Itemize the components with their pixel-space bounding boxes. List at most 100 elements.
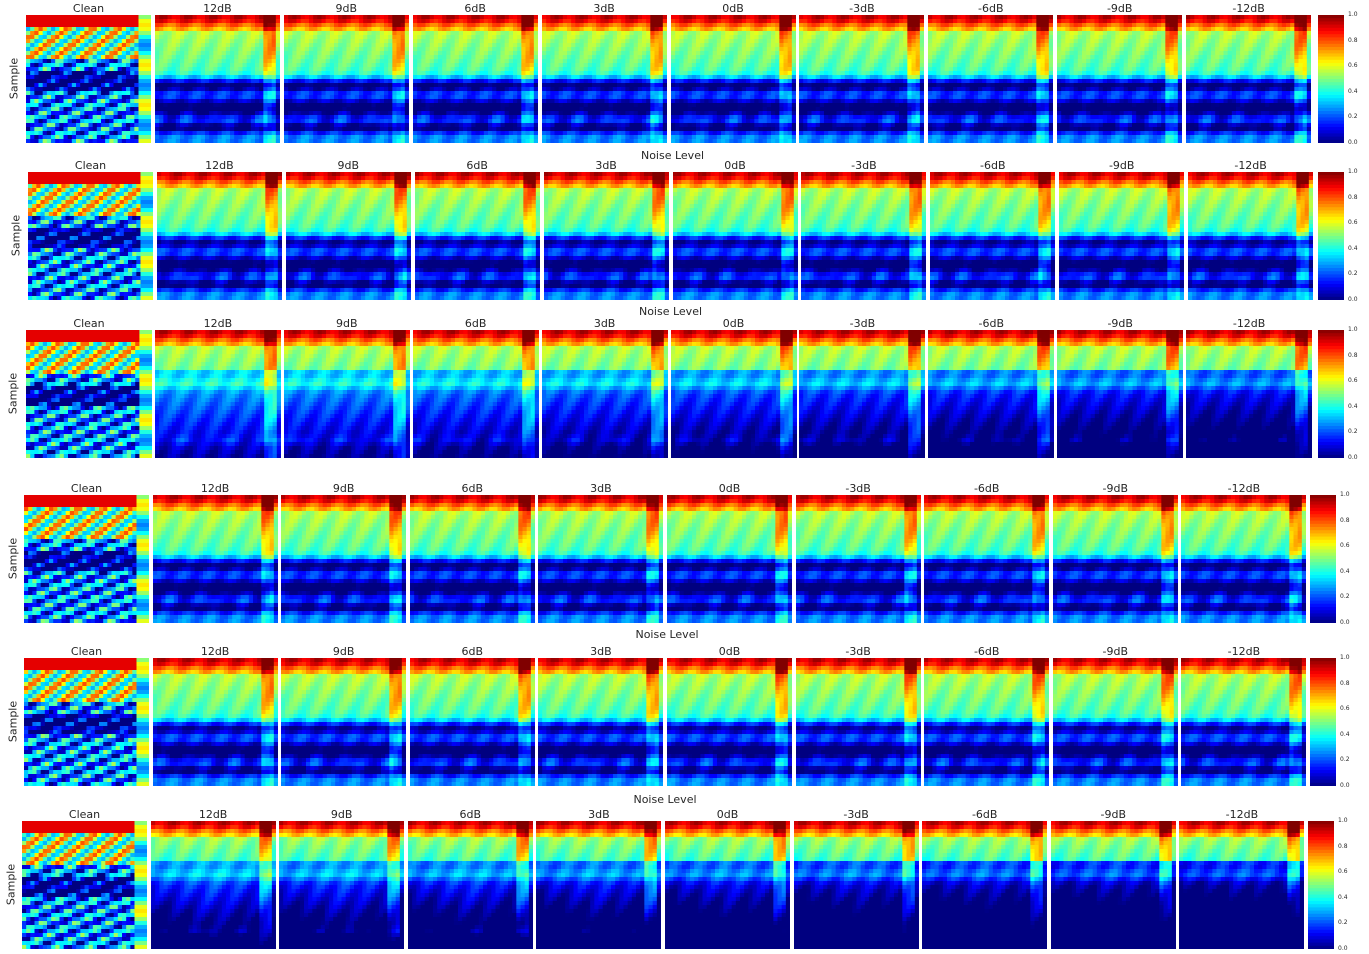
heatmap-cell: [312, 51, 318, 56]
heatmap-cell: [404, 15, 409, 20]
heatmap-cell: [383, 115, 389, 120]
heatmap-cell: [300, 55, 306, 60]
heatmap-cell: [292, 39, 297, 44]
heatmap-cell: [333, 51, 339, 56]
heatmap-cell: [346, 95, 352, 100]
heatmap-cell: [113, 99, 119, 104]
heatmap-cell: [654, 47, 659, 52]
heatmap-cell: [450, 135, 455, 140]
heatmap-cell: [479, 123, 485, 128]
heatmap-cell: [146, 67, 151, 72]
heatmap-cell: [375, 139, 381, 143]
heatmap-cell: [658, 87, 664, 92]
heatmap-cell: [562, 115, 568, 120]
heatmap-cell: [608, 111, 614, 116]
heatmap-cell: [558, 71, 564, 76]
heatmap-cell: [562, 71, 568, 76]
heatmap-cell: [184, 99, 189, 104]
heatmap-cell: [649, 123, 655, 128]
heatmap-cell: [154, 107, 160, 112]
heatmap-cell: [184, 51, 189, 56]
heatmap-cell: [421, 127, 426, 132]
heatmap-cell: [566, 83, 572, 88]
heatmap-cell: [471, 139, 476, 143]
heatmap-cell: [612, 27, 618, 32]
heatmap-cell: [138, 83, 144, 88]
heatmap-cell: [275, 43, 280, 48]
heatmap-cell: [163, 83, 168, 88]
heatmap-cell: [204, 123, 210, 128]
heatmap-cell: [238, 43, 243, 48]
heatmap-cell: [42, 39, 48, 44]
heatmap-cell: [504, 47, 510, 52]
heatmap-cell: [105, 103, 110, 108]
heatmap-cell: [371, 23, 377, 28]
heatmap-cell: [267, 43, 273, 48]
heatmap-cell: [200, 39, 206, 44]
heatmap-cell: [333, 79, 339, 84]
heatmap-cell: [358, 103, 364, 108]
heatmap-cell: [30, 111, 35, 116]
heatmap-cell: [458, 67, 464, 72]
heatmap-cell: [708, 27, 713, 32]
heatmap-cell: [512, 71, 518, 76]
heatmap-cell: [179, 119, 185, 124]
heatmap-cell: [275, 95, 280, 100]
heatmap-cell: [38, 51, 44, 56]
heatmap-cell: [521, 71, 526, 76]
heatmap-cell: [558, 35, 564, 40]
heatmap-cell: [217, 27, 223, 32]
heatmap-cell: [163, 79, 168, 84]
heatmap-cell: [533, 91, 538, 96]
heatmap-cell: [300, 127, 306, 132]
heatmap-cell: [437, 111, 443, 116]
heatmap-cell: [96, 71, 102, 76]
heatmap-cell: [51, 123, 56, 128]
heatmap-cell: [529, 127, 535, 132]
heatmap-cell: [604, 63, 609, 68]
heatmap-cell: [587, 39, 593, 44]
heatmap-cell: [454, 55, 460, 60]
heatmap-cell: [500, 95, 505, 100]
heatmap-cell: [483, 83, 489, 88]
heatmap-cell: [76, 31, 81, 36]
heatmap-cell: [437, 67, 443, 72]
heatmap-cell: [624, 23, 630, 28]
heatmap-cell: [562, 83, 568, 88]
heatmap-cell: [425, 31, 430, 36]
heatmap-cell: [96, 119, 102, 124]
heatmap-cell: [308, 27, 314, 32]
heatmap-cell: [462, 67, 468, 72]
heatmap-cell: [196, 19, 202, 24]
heatmap-cell: [629, 31, 634, 36]
heatmap-cell: [570, 51, 576, 56]
heatmap-cell: [308, 115, 314, 120]
heatmap-cell: [46, 67, 52, 72]
heatmap-cell: [55, 15, 60, 20]
heatmap-cell: [350, 127, 356, 132]
heatmap-cell: [574, 59, 580, 64]
heatmap-cell: [416, 95, 422, 100]
heatmap-cell: [500, 55, 505, 60]
heatmap-cell: [117, 59, 123, 64]
heatmap-cell: [591, 43, 597, 48]
heatmap-cell: [312, 111, 318, 116]
heatmap-cell: [387, 135, 393, 140]
heatmap-cell: [591, 123, 597, 128]
heatmap-cell: [450, 83, 455, 88]
heatmap-cell: [566, 59, 572, 64]
heatmap-cell: [396, 103, 402, 108]
heatmap-cell: [416, 123, 422, 128]
heatmap-cell: [246, 139, 252, 143]
heatmap-cell: [766, 19, 772, 24]
heatmap-cell: [654, 51, 659, 56]
heatmap-cell: [350, 75, 356, 80]
heatmap-cell: [450, 139, 455, 143]
heatmap-cell: [80, 95, 85, 100]
heatmap-cell: [441, 127, 447, 132]
heatmap-cell: [229, 99, 235, 104]
heatmap-cell: [296, 71, 302, 76]
heatmap-cell: [708, 31, 713, 36]
heatmap-cell: [599, 23, 605, 28]
heatmap-cell: [737, 23, 742, 28]
